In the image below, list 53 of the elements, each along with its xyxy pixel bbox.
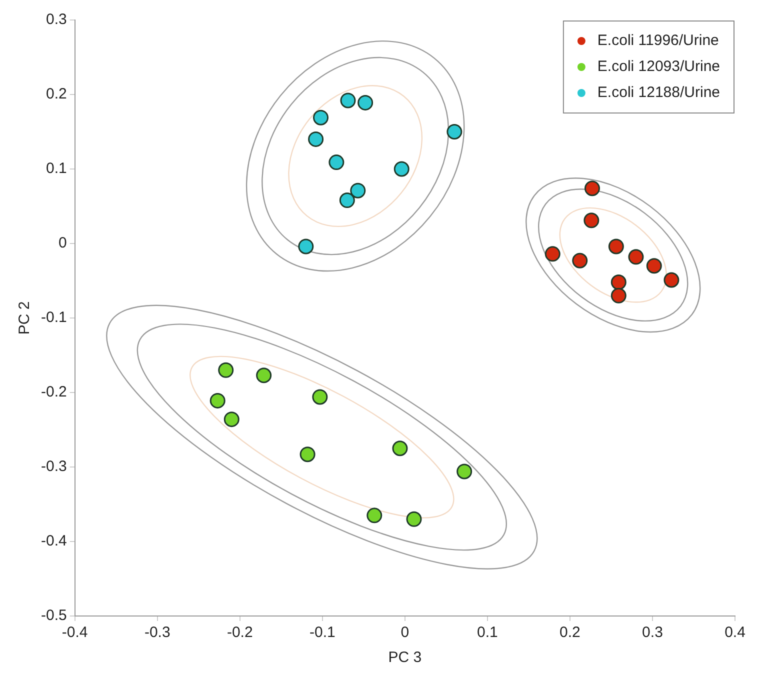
point <box>628 249 644 265</box>
x-axis-title: PC 3 <box>388 649 422 666</box>
point <box>340 92 356 108</box>
point <box>300 446 316 462</box>
point <box>313 110 329 126</box>
x-tick-label: 0.1 <box>477 624 498 642</box>
point <box>308 131 324 147</box>
x-tick-label: -0.1 <box>309 624 336 642</box>
x-tick-label: 0.4 <box>724 624 746 642</box>
x-tick-label: -0.4 <box>62 624 88 642</box>
point <box>210 392 226 408</box>
y-tick-label: -0.3 <box>40 458 67 476</box>
y-tick-label: 0.1 <box>46 160 67 178</box>
y-axis-title: PC 2 <box>16 301 34 335</box>
point <box>584 180 600 196</box>
point <box>646 258 662 274</box>
point <box>406 511 422 527</box>
point <box>608 238 624 254</box>
point <box>392 440 408 456</box>
legend-label: E.coli 12093/Urine <box>597 58 720 76</box>
x-tick-label: 0.2 <box>560 624 580 642</box>
x-tick-label: -0.2 <box>226 624 253 642</box>
point <box>394 161 410 177</box>
point <box>350 182 366 198</box>
x-tick-label: -0.3 <box>144 624 170 642</box>
legend-label: E.coli 11996/Urine <box>597 32 719 50</box>
point <box>664 272 680 288</box>
y-tick-label: -0.1 <box>40 309 67 326</box>
point <box>298 238 314 254</box>
point <box>256 368 272 384</box>
point <box>572 252 588 268</box>
y-tick-label: -0.5 <box>40 607 67 624</box>
point <box>358 94 374 110</box>
y-tick-label: -0.2 <box>40 384 67 401</box>
point <box>339 192 355 208</box>
point <box>312 389 328 405</box>
legend-label: E.coli 12188/Urine <box>597 84 720 102</box>
point <box>456 464 472 480</box>
x-tick-label: 0 <box>400 624 410 642</box>
y-tick-label: 0.2 <box>46 86 67 103</box>
point <box>610 288 626 304</box>
point <box>218 362 234 378</box>
y-tick-label: -0.4 <box>40 532 67 550</box>
x-tick-label: 0.3 <box>642 624 663 642</box>
y-tick-label: 0.3 <box>46 11 67 28</box>
point <box>544 246 560 262</box>
point <box>584 212 600 228</box>
point <box>610 274 626 290</box>
point <box>366 508 382 524</box>
point <box>328 154 344 170</box>
point <box>446 124 462 140</box>
point <box>224 412 240 428</box>
y-tick-label: 0 <box>58 234 67 252</box>
